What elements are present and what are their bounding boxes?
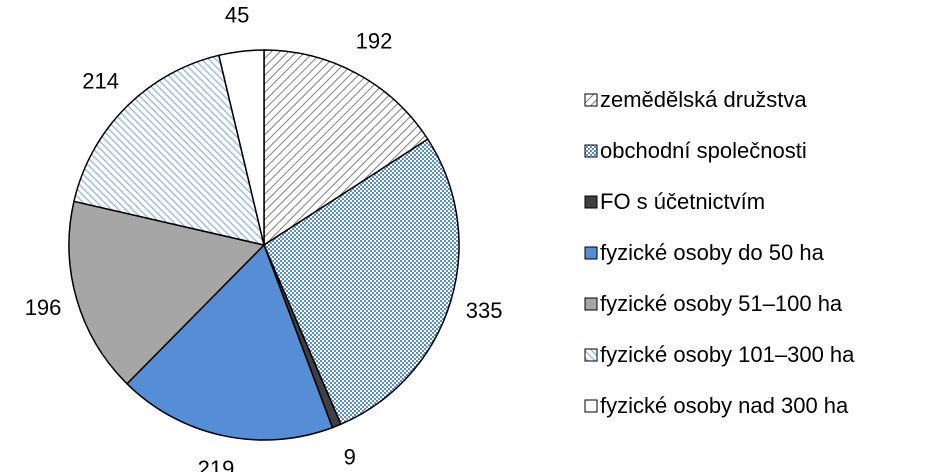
legend-label: fyzické osoby nad 300 ha (600, 393, 849, 418)
legend-swatch (584, 399, 598, 413)
legend-swatch (584, 195, 598, 209)
pie-slice (263, 49, 429, 247)
pie-slice (73, 54, 266, 247)
legend-swatch (584, 348, 598, 362)
data-label: 196 (25, 295, 62, 320)
legend-label: fyzické osoby 101–300 ha (600, 342, 855, 367)
legend-swatch (584, 246, 598, 260)
legend-swatch (584, 144, 598, 158)
data-label: 219 (198, 456, 235, 472)
pie-slice (263, 138, 460, 426)
legend-label: fyzické osoby do 50 ha (600, 240, 825, 265)
legend-swatch (584, 93, 598, 107)
legend-label: FO s účetnictvím (600, 189, 765, 214)
legend-label: fyzické osoby 51–100 ha (600, 291, 843, 316)
legend-label: obchodní společnosti (600, 138, 807, 163)
data-label: 335 (466, 298, 503, 323)
data-label: 214 (82, 69, 119, 94)
pie-slice (68, 200, 266, 385)
legend-label: zemědělská družstva (600, 87, 807, 112)
pie-slice (217, 49, 265, 246)
data-label: 9 (344, 444, 356, 469)
legend-swatch (584, 297, 598, 311)
pie-slice (125, 243, 334, 441)
data-label: 45 (225, 2, 249, 27)
data-label: 192 (356, 29, 393, 54)
